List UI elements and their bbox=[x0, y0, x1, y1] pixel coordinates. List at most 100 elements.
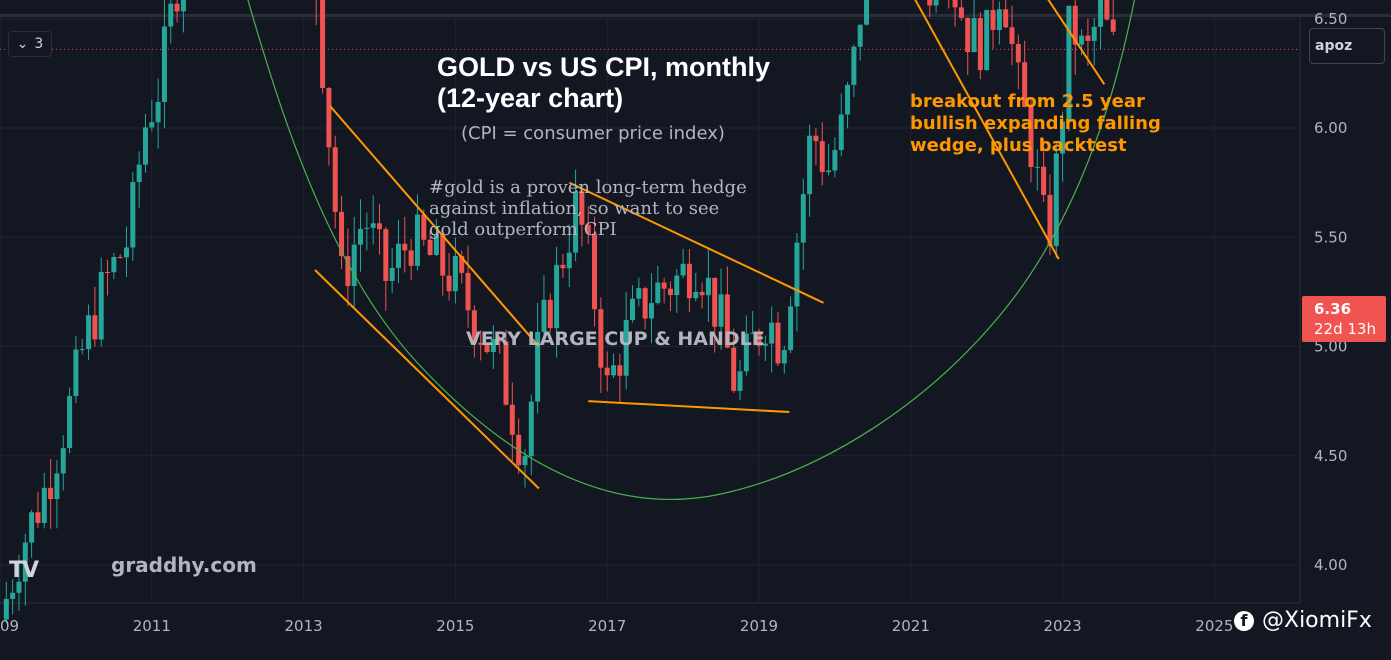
candle-body[interactable] bbox=[326, 87, 332, 148]
candle-body[interactable] bbox=[592, 233, 598, 310]
candle-body[interactable] bbox=[807, 135, 813, 195]
candle-body[interactable] bbox=[136, 164, 142, 183]
candle-body[interactable] bbox=[67, 396, 73, 449]
candle-body[interactable] bbox=[554, 264, 560, 329]
candle-body[interactable] bbox=[648, 303, 654, 319]
candle-body[interactable] bbox=[686, 263, 692, 299]
candle-body[interactable] bbox=[674, 275, 680, 296]
candle-body[interactable] bbox=[794, 242, 800, 307]
candle-body[interactable] bbox=[459, 256, 465, 273]
candle-body[interactable] bbox=[111, 257, 117, 273]
candle-body[interactable] bbox=[636, 288, 642, 299]
candle-body[interactable] bbox=[838, 114, 844, 151]
candle-body[interactable] bbox=[105, 272, 111, 274]
candle-body[interactable] bbox=[142, 127, 148, 165]
candle-body[interactable] bbox=[851, 46, 857, 85]
candle-body[interactable] bbox=[1091, 26, 1097, 41]
candle-body[interactable] bbox=[598, 309, 604, 368]
candle-body[interactable] bbox=[655, 282, 661, 304]
candle-body[interactable] bbox=[421, 214, 427, 240]
candle-body[interactable] bbox=[579, 191, 585, 225]
candle-body[interactable] bbox=[1034, 166, 1040, 168]
candle-body[interactable] bbox=[984, 10, 990, 71]
candle-body[interactable] bbox=[845, 84, 851, 115]
candle-body[interactable] bbox=[452, 256, 458, 292]
candle-body[interactable] bbox=[737, 371, 743, 391]
candle-body[interactable] bbox=[965, 17, 971, 53]
candle-body[interactable] bbox=[377, 223, 382, 230]
candle-body[interactable] bbox=[1047, 194, 1053, 247]
candle-body[interactable] bbox=[16, 581, 22, 593]
candle-body[interactable] bbox=[611, 365, 617, 376]
candle-body[interactable] bbox=[832, 150, 838, 171]
candle-body[interactable] bbox=[54, 473, 60, 500]
candle-body[interactable] bbox=[1079, 35, 1085, 45]
candle-body[interactable] bbox=[604, 367, 610, 376]
candle-body[interactable] bbox=[699, 291, 705, 296]
candle-body[interactable] bbox=[509, 404, 515, 435]
candle-body[interactable] bbox=[788, 306, 794, 351]
candle-body[interactable] bbox=[693, 291, 699, 299]
candle-body[interactable] bbox=[541, 299, 547, 332]
candle-body[interactable] bbox=[41, 487, 47, 523]
candle-body[interactable] bbox=[617, 365, 623, 376]
candle-body[interactable] bbox=[661, 282, 667, 289]
candle-body[interactable] bbox=[705, 277, 711, 296]
candle-body[interactable] bbox=[623, 320, 629, 376]
candle-body[interactable] bbox=[826, 170, 832, 173]
candle-body[interactable] bbox=[497, 339, 503, 342]
trendline[interactable] bbox=[314, 269, 540, 490]
candle-body[interactable] bbox=[566, 252, 572, 269]
candle-body[interactable] bbox=[174, 3, 180, 12]
candle-body[interactable] bbox=[168, 3, 174, 27]
candle-body[interactable] bbox=[971, 18, 977, 53]
candle-body[interactable] bbox=[389, 267, 395, 281]
candle-body[interactable] bbox=[358, 228, 364, 245]
candle-body[interactable] bbox=[408, 250, 414, 266]
candle-body[interactable] bbox=[117, 257, 123, 259]
candle-body[interactable] bbox=[1098, 0, 1104, 27]
candle-body[interactable] bbox=[630, 298, 635, 321]
candle-body[interactable] bbox=[446, 275, 452, 292]
candle-body[interactable] bbox=[996, 9, 1002, 31]
candle-body[interactable] bbox=[522, 456, 528, 466]
trendline[interactable] bbox=[588, 400, 790, 414]
cup-curve[interactable] bbox=[156, 0, 1181, 501]
candle-body[interactable] bbox=[952, 0, 958, 8]
trendline[interactable] bbox=[865, 0, 1060, 260]
candle-body[interactable] bbox=[743, 333, 749, 372]
candle-body[interactable] bbox=[10, 592, 16, 599]
candle-body[interactable] bbox=[1060, 121, 1066, 154]
candle-body[interactable] bbox=[86, 315, 92, 350]
candle-body[interactable] bbox=[933, 0, 939, 6]
candle-body[interactable] bbox=[180, 0, 186, 12]
candle-body[interactable] bbox=[48, 487, 54, 500]
candle-body[interactable] bbox=[155, 101, 161, 123]
candle-body[interactable] bbox=[414, 214, 420, 266]
candle-body[interactable] bbox=[35, 512, 41, 523]
candle-body[interactable] bbox=[762, 343, 768, 346]
candle-body[interactable] bbox=[22, 542, 28, 582]
candle-body[interactable] bbox=[547, 299, 553, 329]
candle-body[interactable] bbox=[130, 182, 136, 248]
candle-body[interactable] bbox=[1041, 166, 1047, 195]
candle-body[interactable] bbox=[370, 223, 376, 228]
candle-body[interactable] bbox=[573, 191, 579, 253]
candle-body[interactable] bbox=[724, 294, 730, 348]
candle-body[interactable] bbox=[1009, 27, 1015, 44]
candle-body[interactable] bbox=[775, 322, 781, 364]
candle-body[interactable] bbox=[857, 24, 863, 47]
candle-body[interactable] bbox=[433, 234, 439, 255]
candle-body[interactable] bbox=[712, 277, 718, 327]
candle-body[interactable] bbox=[750, 332, 756, 334]
candle-body[interactable] bbox=[528, 401, 534, 457]
candle-body[interactable] bbox=[383, 229, 389, 281]
candle-body[interactable] bbox=[92, 315, 98, 340]
candle-body[interactable] bbox=[29, 512, 35, 543]
candle-body[interactable] bbox=[3, 598, 9, 620]
candle-body[interactable] bbox=[927, 0, 933, 6]
candle-body[interactable] bbox=[731, 347, 737, 391]
candle-body[interactable] bbox=[503, 341, 509, 405]
candle-body[interactable] bbox=[440, 234, 446, 276]
candle-body[interactable] bbox=[1022, 62, 1028, 107]
